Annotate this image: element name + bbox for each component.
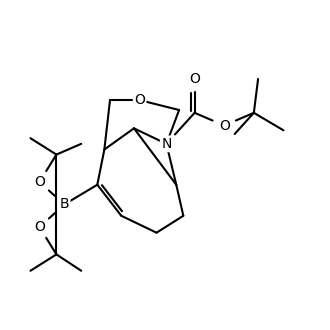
Text: O: O — [34, 220, 45, 234]
Text: B: B — [59, 197, 69, 212]
Text: O: O — [134, 93, 145, 107]
Text: N: N — [161, 137, 172, 151]
Text: O: O — [219, 118, 230, 133]
Text: O: O — [34, 175, 45, 189]
Text: O: O — [189, 72, 200, 86]
